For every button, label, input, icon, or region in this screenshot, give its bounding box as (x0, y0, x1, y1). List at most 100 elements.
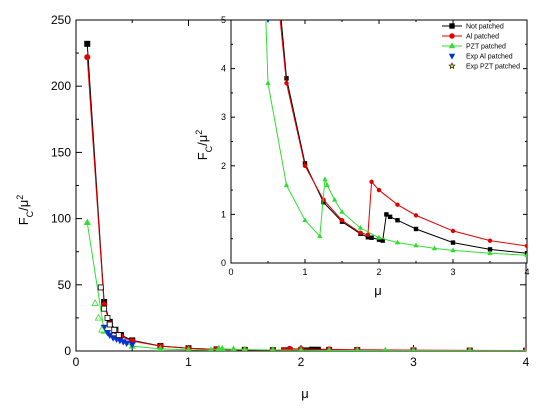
inset-data-point (376, 234, 382, 240)
main-data-point (382, 346, 388, 351)
inset-data-point (450, 228, 456, 234)
main-data-point (467, 346, 473, 351)
main-y-tick-label: 250 (51, 13, 71, 27)
main-data-point (241, 345, 248, 351)
legend-label: PZT patched (466, 44, 506, 51)
main-data-point (123, 340, 131, 348)
inset-series-markers (265, 80, 527, 258)
main-data-point (208, 346, 214, 351)
inset-data-point (283, 182, 290, 188)
inset-data-point (413, 226, 419, 232)
main-y-tick-label: 50 (58, 278, 72, 292)
inset-data-point (357, 225, 364, 230)
inset-y-axis-label: FC/μ2 (194, 130, 214, 161)
main-x-axis-label: μ (301, 386, 309, 401)
main-data-point (84, 40, 91, 47)
inset-data-point (284, 80, 289, 86)
inset-data-point (431, 245, 438, 251)
main-data-point (354, 346, 360, 351)
main-data-point (298, 346, 304, 351)
main-x-tick-label: 4 (523, 355, 530, 369)
main-y-tick-label: 100 (51, 212, 71, 226)
main-data-point (270, 346, 276, 351)
inset-y-tick-label: 5 (221, 15, 226, 25)
inset-data-point (395, 218, 400, 223)
main-series-markers (100, 324, 136, 349)
inset-x-tick-label: 3 (450, 267, 455, 277)
inset-x-tick-label: 1 (302, 267, 307, 277)
main-data-point (523, 346, 526, 351)
inset-data-point (365, 232, 371, 238)
inset-y-tick-label: 0 (221, 258, 226, 268)
main-y-tick-label: 150 (51, 145, 71, 159)
inset-data-point (387, 214, 393, 220)
inset-data-point (302, 217, 308, 223)
inset-data-point (524, 243, 527, 249)
inset-data-point (266, 20, 270, 23)
main-y-tick-label: 200 (51, 79, 71, 93)
main-data-point (230, 345, 237, 351)
inset-data-point (302, 163, 308, 168)
main-open-markers (91, 284, 122, 339)
legend-label: Al patched (466, 34, 499, 41)
inset-series-markers (266, 20, 270, 23)
inset-data-point (322, 176, 328, 182)
main-open-triangle-point (94, 313, 103, 321)
legend-item-al-patched: Al patched (442, 33, 499, 41)
inset-y-tick-label: 3 (221, 112, 226, 122)
inset-data-point (450, 247, 456, 253)
legend-marker (448, 53, 456, 60)
inset-data-point (317, 233, 323, 239)
inset-data-point (413, 242, 419, 248)
main-y-tick-label: 0 (64, 344, 71, 358)
inset-data-point (524, 252, 527, 258)
main-data-point (326, 346, 332, 351)
inset-series-line-not-patched (280, 20, 527, 254)
main-open-square-point (97, 284, 104, 291)
chart-legend: Not patched Al patched PZT patched Exp Al p… (442, 23, 520, 71)
inset-data-point (394, 239, 401, 245)
inset-data-point (487, 238, 493, 243)
inset-data-point (376, 187, 382, 193)
main-x-tick-label: 3 (410, 355, 417, 369)
main-open-square-point (101, 305, 108, 312)
legend-label: Exp Al patched (466, 54, 513, 61)
inset-x-axis-label: μ (374, 283, 382, 298)
inset-y-tick-label: 2 (221, 161, 226, 171)
inset-data-point (339, 218, 345, 223)
main-open-square-point (104, 314, 111, 321)
legend-item-pzt-patched: PZT patched (442, 42, 506, 51)
inset-series-line-pzt-patched (265, 20, 527, 256)
main-data-point (157, 344, 164, 351)
inset-data-point (331, 196, 338, 202)
main-data-point (84, 54, 91, 61)
main-y-axis-label: FC/μ2 (15, 195, 35, 226)
legend-marker (449, 23, 455, 29)
legend-item-not-patched: Not patched (442, 23, 504, 31)
inset-data-point (487, 250, 493, 256)
main-open-square-point (111, 326, 118, 333)
inset-y-tick-label: 4 (221, 64, 226, 74)
main-data-point (128, 341, 136, 349)
legend-label: Exp PZT patched (466, 64, 520, 71)
main-data-point (83, 218, 91, 226)
inset-data-point (450, 240, 456, 245)
inset-data-point (384, 212, 389, 217)
legend-marker (448, 62, 456, 70)
inset-x-tick-label: 2 (376, 267, 381, 277)
inset-data-point (358, 230, 363, 236)
main-x-tick-label: 0 (73, 355, 80, 369)
main-data-point (185, 345, 192, 351)
main-data-point (218, 344, 226, 351)
main-open-square-point (106, 321, 113, 328)
inset-data-point (413, 213, 419, 218)
main-open-triangle-point (91, 299, 99, 306)
main-x-tick-label: 1 (185, 355, 192, 369)
legend-label: Not patched (466, 24, 504, 31)
legend-marker (449, 33, 455, 39)
inset-series-markers (284, 80, 527, 249)
main-data-point (411, 346, 416, 351)
inset-x-tick-label: 4 (524, 267, 529, 277)
